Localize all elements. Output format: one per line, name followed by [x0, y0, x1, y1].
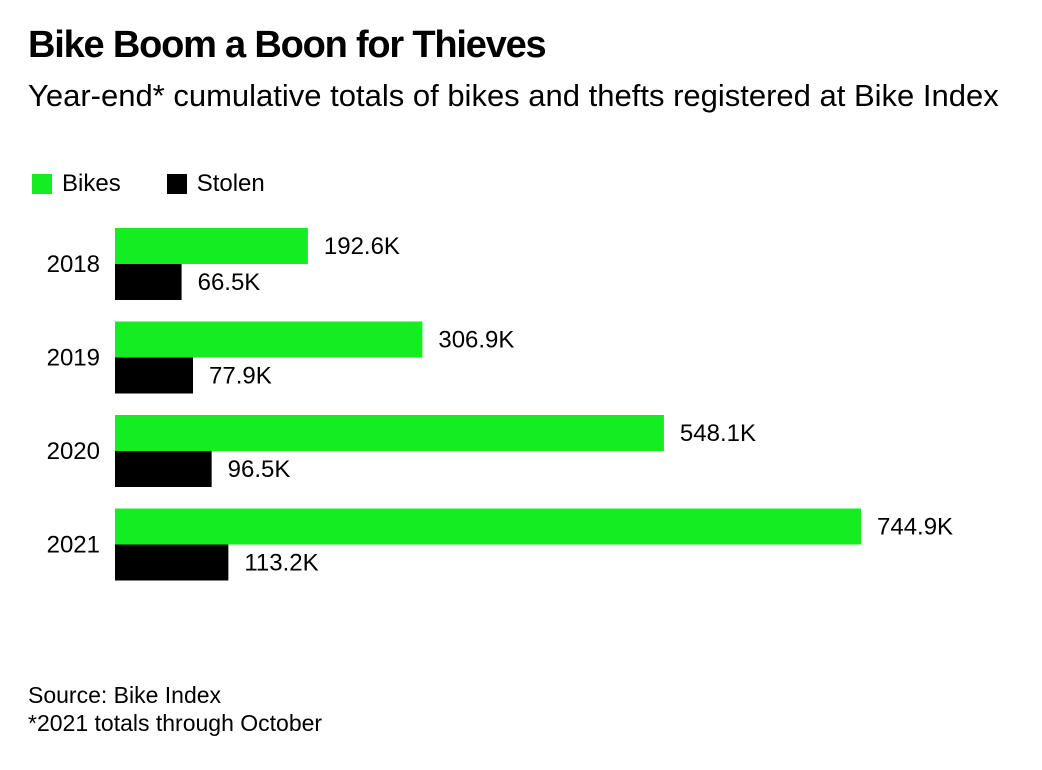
- bar-bikes-2019: [115, 321, 423, 358]
- bar-bikes-2018: [115, 228, 308, 264]
- data-label-stolen-2018: 66.5K: [198, 269, 261, 296]
- footnote: *2021 totals through October: [28, 710, 323, 736]
- bar-stolen-2021: [115, 544, 229, 581]
- data-label-stolen-2021: 113.2K: [244, 550, 318, 577]
- legend-swatch-bikes: [32, 174, 52, 194]
- category-label-2018: 2018: [47, 251, 100, 278]
- category-label-2021: 2021: [47, 532, 100, 559]
- data-label-stolen-2019: 77.9K: [209, 363, 272, 390]
- bar-stolen-2019: [115, 357, 194, 394]
- data-label-stolen-2020: 96.5K: [228, 456, 291, 483]
- legend-label-stolen: Stolen: [196, 170, 265, 197]
- chart-subtitle: Year-end* cumulative totals of bikes and…: [28, 78, 999, 113]
- bar-bikes-2021: [115, 508, 861, 545]
- legend-item-bikes: Bikes: [32, 170, 121, 198]
- source-note: Source: Bike Index: [28, 682, 222, 708]
- legend-swatch-stolen: [166, 174, 187, 194]
- bar-stolen-2018: [115, 264, 182, 300]
- legend: Bikes Stolen: [32, 170, 311, 198]
- category-label-2019: 2019: [47, 345, 100, 372]
- data-label-bikes-2021: 744.9K: [877, 514, 953, 541]
- legend-item-stolen: Stolen: [166, 170, 265, 198]
- bar-chart: 2018 192.6K 66.5K 2019 306.9K 77.9K 2020 548.1K…: [47, 228, 953, 581]
- bar-bikes-2020: [115, 415, 664, 451]
- footer: Source: Bike Index *2021 totals through …: [28, 681, 322, 737]
- legend-label-bikes: Bikes: [62, 170, 121, 197]
- category-label-2020: 2020: [47, 438, 100, 465]
- data-label-bikes-2019: 306.9K: [438, 327, 514, 354]
- data-label-bikes-2020: 548.1K: [680, 420, 756, 447]
- chart-title: Bike Boom a Boon for Thieves: [28, 24, 547, 66]
- data-label-bikes-2018: 192.6K: [324, 233, 400, 260]
- bar-stolen-2020: [115, 451, 212, 487]
